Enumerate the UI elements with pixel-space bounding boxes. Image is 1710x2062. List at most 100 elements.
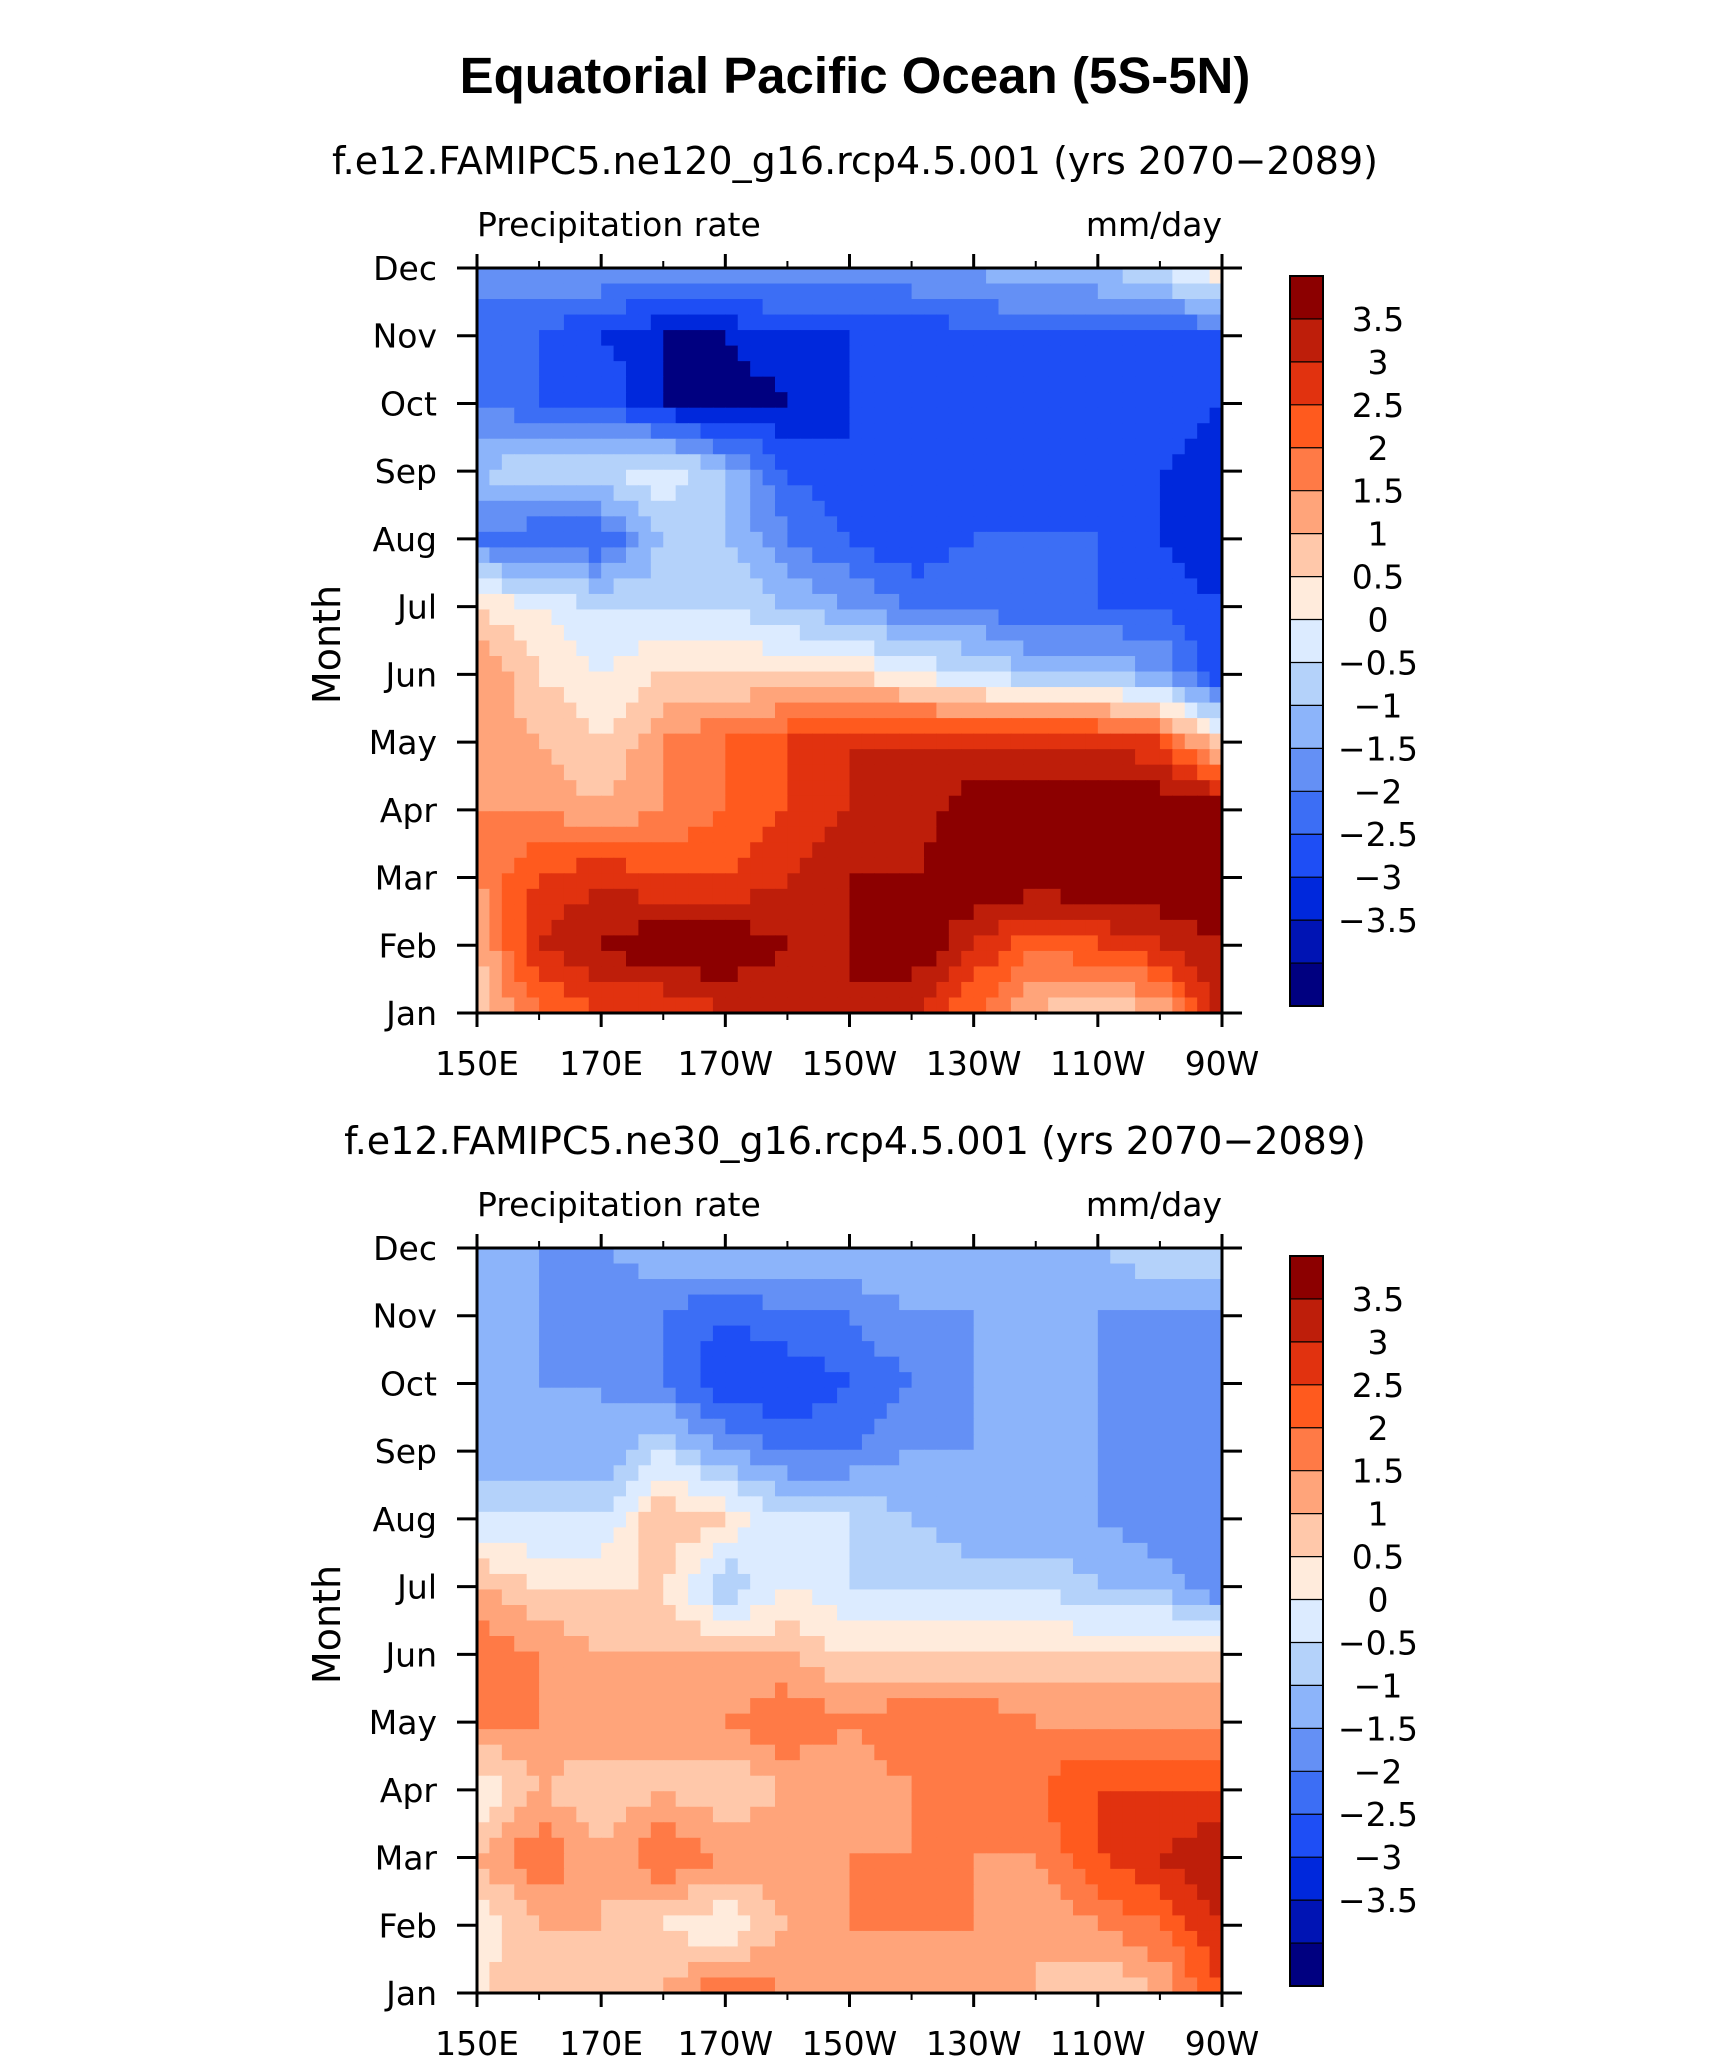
heatmap-cell <box>924 516 938 533</box>
heatmap-cell <box>526 423 540 440</box>
heatmap-cell <box>501 842 515 859</box>
heatmap-cell <box>936 531 950 548</box>
heatmap-cell <box>924 1651 938 1668</box>
heatmap-cell <box>1097 764 1111 781</box>
heatmap-cell <box>775 485 789 502</box>
heatmap-cell <box>1060 950 1074 968</box>
heatmap-cell <box>737 733 751 750</box>
heatmap-cell <box>563 1480 577 1497</box>
heatmap-cell <box>750 1589 764 1606</box>
heatmap-cell <box>762 1310 776 1327</box>
heatmap-cell <box>588 1279 602 1296</box>
heatmap-cell <box>812 795 826 812</box>
heatmap-cell <box>638 624 652 642</box>
heatmap-cell <box>1159 1418 1173 1435</box>
heatmap-cell <box>948 438 962 455</box>
heatmap-cell <box>961 345 975 362</box>
heatmap-cell <box>613 500 627 517</box>
heatmap-cell <box>1023 1573 1037 1591</box>
heatmap-cell <box>613 1496 627 1513</box>
heatmap-cell <box>899 1372 913 1389</box>
heatmap-cell <box>936 454 950 471</box>
heatmap-cell <box>563 904 577 921</box>
heatmap-cell <box>948 330 962 347</box>
heatmap-cell <box>563 438 577 455</box>
heatmap-cell <box>948 1294 962 1311</box>
heatmap-cell <box>663 1729 677 1746</box>
heatmap-cell <box>489 749 503 766</box>
heatmap-cell <box>762 873 776 890</box>
heatmap-cell <box>1085 469 1099 486</box>
heatmap-cell <box>973 423 987 440</box>
heatmap-cell <box>1135 330 1149 347</box>
heatmap-cell <box>948 1356 962 1373</box>
heatmap-cell <box>1184 1511 1198 1528</box>
heatmap-cell <box>1035 268 1049 285</box>
heatmap-cell <box>1147 671 1161 688</box>
y-tick-label: Oct <box>380 384 437 423</box>
heatmap-cell <box>1060 1527 1074 1544</box>
heatmap-cell <box>626 1589 640 1606</box>
heatmap-cell <box>1097 1744 1111 1761</box>
heatmap-cell <box>489 950 503 968</box>
heatmap-cell <box>551 733 565 750</box>
heatmap-cell <box>837 1573 851 1591</box>
heatmap-cell <box>837 671 851 688</box>
heatmap-cell <box>886 764 900 781</box>
heatmap-cell <box>1197 1527 1211 1544</box>
heatmap-cell <box>775 764 789 781</box>
heatmap-cell <box>489 1511 503 1528</box>
heatmap-cell <box>899 438 913 455</box>
heatmap-cell <box>1147 733 1161 750</box>
heatmap-cell <box>737 624 751 642</box>
heatmap-cell <box>750 500 764 517</box>
heatmap-cell <box>501 1434 515 1451</box>
heatmap-cell <box>874 997 888 1014</box>
heatmap-cell <box>861 1636 875 1653</box>
heatmap-cell <box>737 671 751 688</box>
heatmap-cell <box>725 1325 739 1342</box>
heatmap-cell <box>886 1279 900 1296</box>
heatmap-cell <box>936 935 950 952</box>
heatmap-cell <box>601 1682 615 1699</box>
heatmap-cell <box>973 345 987 362</box>
heatmap-cell <box>588 656 602 673</box>
heatmap-cell <box>489 1310 503 1327</box>
heatmap-cell <box>576 1651 590 1668</box>
heatmap-cell <box>837 857 851 874</box>
heatmap-cell <box>973 997 987 1014</box>
heatmap-cell <box>1097 1310 1111 1327</box>
heatmap-cell <box>1197 1589 1211 1606</box>
heatmap-cell <box>936 749 950 766</box>
heatmap-cell <box>576 578 590 595</box>
heatmap-cell <box>650 811 664 828</box>
heatmap-cell <box>1035 1325 1049 1342</box>
heatmap-cell <box>1209 1465 1223 1482</box>
heatmap-cell <box>663 749 677 766</box>
heatmap-cell <box>775 1496 789 1513</box>
heatmap-cell <box>1023 1248 1037 1265</box>
heatmap-cell <box>700 1636 714 1653</box>
heatmap-cell <box>762 531 776 548</box>
heatmap-cell <box>1073 423 1087 440</box>
heatmap-cell <box>663 888 677 905</box>
heatmap-cell <box>787 1729 801 1746</box>
heatmap-cell <box>514 1542 528 1560</box>
heatmap-cell <box>1010 516 1024 533</box>
heatmap-cell <box>787 330 801 347</box>
heatmap-cell <box>588 671 602 688</box>
heatmap-cell <box>1097 314 1111 331</box>
heatmap-cell <box>961 888 975 905</box>
heatmap-cell <box>1097 950 1111 968</box>
heatmap-cell <box>1197 640 1211 657</box>
heatmap-cell <box>700 1248 714 1265</box>
heatmap-cell <box>998 283 1012 300</box>
heatmap-cell <box>762 562 776 580</box>
heatmap-cell <box>924 531 938 548</box>
heatmap-cell <box>1048 361 1062 378</box>
heatmap-cell <box>1197 531 1211 548</box>
heatmap-cell <box>477 330 491 347</box>
heatmap-cell <box>663 438 677 455</box>
heatmap-cell <box>712 1527 726 1544</box>
heatmap-cell <box>688 1573 702 1591</box>
